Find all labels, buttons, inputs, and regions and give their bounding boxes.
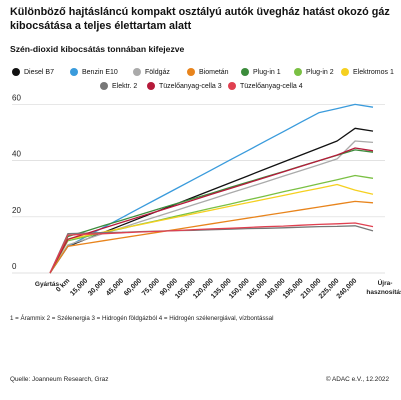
y-tick-label: 40	[12, 150, 21, 159]
y-tick-label: 60	[12, 93, 21, 102]
legend-label: Plug-in 2	[306, 68, 334, 76]
series-line	[49, 225, 374, 274]
series-line	[49, 149, 374, 274]
chart-grid: 0 20 40 60	[12, 93, 385, 274]
legend-swatch	[241, 68, 249, 76]
x-tick-label: 0 km	[55, 277, 71, 293]
legend-label: Elektromos 1	[353, 68, 394, 76]
series-line	[49, 222, 374, 274]
y-tick-label: 0	[12, 262, 17, 271]
chart-title: Különböző hajtásláncú kompakt osztályú a…	[10, 6, 390, 32]
series-line	[49, 103, 374, 274]
x-tick-label: 75,000	[141, 277, 161, 297]
legend-item-elektromos-1: Elektromos 1	[341, 68, 394, 76]
legend-item-benzin-e10: Benzin E10	[70, 68, 118, 76]
legend-label: Tüzelőanyag-cella 3	[159, 82, 222, 90]
copyright: © ADAC e.V., 12.2022	[325, 376, 389, 383]
legend-item-diesel-b7: Diesel B7	[12, 68, 54, 76]
x-tick-label: 240,000	[336, 277, 359, 300]
legend-item-plug-in-2: Plug-in 2	[294, 68, 334, 76]
x-tick-label: Gyártás	[35, 281, 60, 288]
legend-label: Plug-in 1	[253, 68, 281, 76]
legend-item-biometan: Biometán	[187, 68, 229, 76]
series-line	[49, 127, 374, 274]
x-tick-label: Újra-hasznosítás	[366, 278, 401, 296]
footnote: 1 = Árammix 2 = Szélenergia 3 = Hidrogén…	[10, 315, 274, 322]
y-tick-label: 20	[12, 206, 21, 215]
legend-item-elektr-2: Elektr. 2	[100, 82, 137, 90]
series-line	[49, 200, 374, 274]
x-tick-label: 30,000	[87, 277, 107, 297]
legend-swatch	[341, 68, 349, 76]
legend-swatch	[70, 68, 78, 76]
legend-swatch	[187, 68, 195, 76]
legend-label: Biometán	[199, 68, 229, 76]
legend-swatch	[133, 68, 141, 76]
legend-label: Elektr. 2	[112, 82, 138, 90]
legend-swatch	[12, 68, 20, 76]
source-note: Quelle: Joanneum Research, Graz	[10, 376, 109, 383]
x-tick-label: 15,000	[69, 277, 89, 297]
legend-item-tuzeloanyag-cella-3: Tüzelőanyag-cella 3	[147, 82, 222, 90]
legend-label: Tüzelőanyag-cella 4	[240, 82, 303, 90]
chart-series	[49, 103, 374, 274]
legend-label: Benzin E10	[82, 68, 118, 76]
series-line	[49, 147, 374, 274]
legend-swatch	[100, 82, 108, 90]
legend-swatch	[147, 82, 155, 90]
legend-label: Diesel B7	[24, 68, 54, 76]
x-tick-label: 60,000	[123, 277, 143, 297]
chart-subtitle: Szén-dioxid kibocsátás tonnában kifejezv…	[10, 44, 185, 54]
legend-label: Földgáz	[145, 68, 170, 76]
legend-swatch	[294, 68, 302, 76]
legend-item-plug-in-1: Plug-in 1	[241, 68, 281, 76]
legend-item-foldgaz: Földgáz	[133, 68, 170, 76]
legend-item-tuzeloanyag-cella-4: Tüzelőanyag-cella 4	[228, 82, 303, 90]
legend-swatch	[228, 82, 236, 90]
x-tick-label: 45,000	[105, 277, 125, 297]
